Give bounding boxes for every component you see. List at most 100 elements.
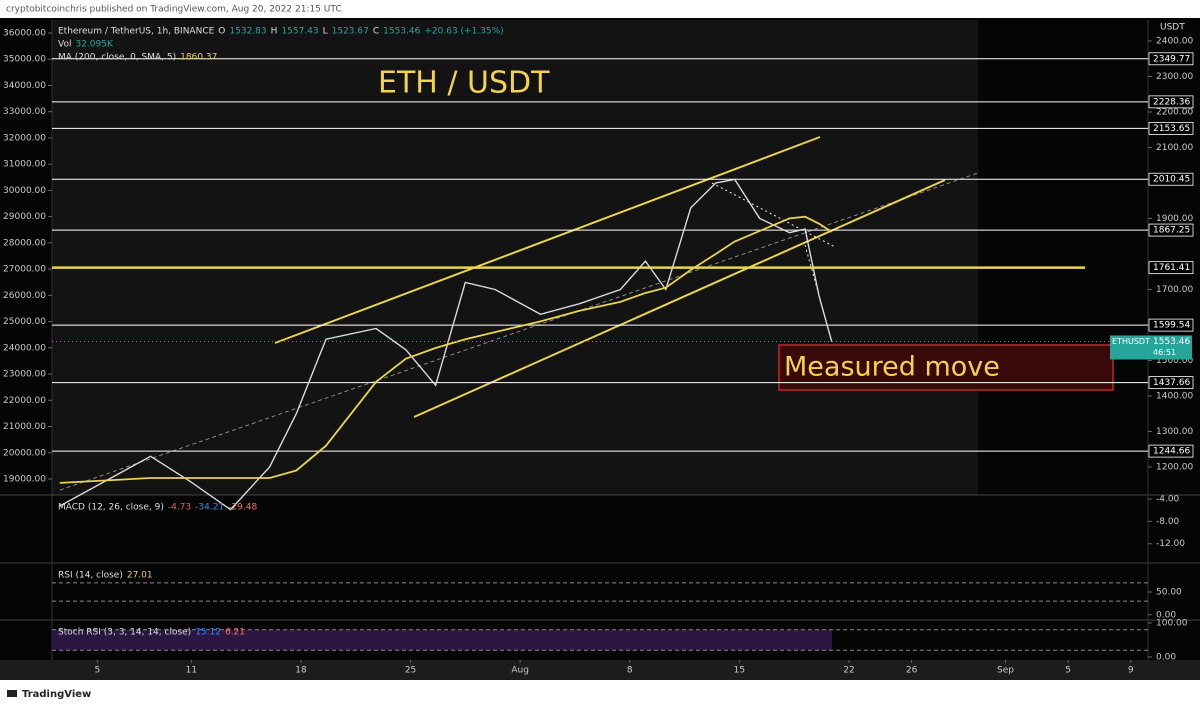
y-tick-label: 1700.00 <box>1156 285 1193 295</box>
x-tick-label: 22 <box>843 666 854 676</box>
level-label-box <box>1148 122 1194 135</box>
level-label: 2349.77 <box>1153 54 1190 64</box>
price-line <box>59 178 833 511</box>
y-tick-label: 2400.00 <box>1156 36 1193 46</box>
main-pane <box>52 20 978 495</box>
level-label: 2010.45 <box>1153 175 1190 185</box>
y2-tick-label: 27000.00 <box>3 265 46 275</box>
x-tick-label: 18 <box>295 666 307 676</box>
indicator-tick-label: -12.00 <box>1156 539 1185 549</box>
indicator-tick-label: 50.00 <box>1156 588 1182 598</box>
brand-logo <box>7 690 17 697</box>
y2-tick-label: 35000.00 <box>3 55 46 65</box>
level-label-box <box>1148 172 1194 186</box>
y2-tick-label: 26000.00 <box>3 291 46 301</box>
y2-tick-label: 30000.00 <box>3 186 46 196</box>
y-tick-label: 1500.00 <box>1156 356 1193 366</box>
x-tick-label: 9 <box>1128 666 1134 676</box>
band-fill <box>52 629 832 651</box>
y-tick-label: 2100.00 <box>1156 143 1193 153</box>
chart-title: ETH / USDT <box>378 66 550 101</box>
y-tick-label: 2200.00 <box>1156 107 1193 117</box>
volume-label: Vol <box>58 40 71 50</box>
change: +20.63 (+1.35%) <box>424 27 503 37</box>
y2-tick-label: 31000.00 <box>3 160 46 170</box>
level-label-box <box>1148 318 1194 332</box>
last-price-name: ETHUSDT <box>1112 337 1150 346</box>
legend-symbol: Ethereum / TetherUS, 1h, BINANCE <box>58 27 215 37</box>
level-label: 1437.66 <box>1153 378 1190 388</box>
indicator-tick-label: 100.00 <box>1156 618 1188 628</box>
level-label-box <box>1148 444 1194 458</box>
time-axis-bar <box>0 660 1200 680</box>
ohlc-label: C <box>373 27 379 37</box>
level-label-box <box>1148 376 1194 389</box>
indicator-tick-label: 0.00 <box>1156 653 1176 663</box>
x-tick-label: 15 <box>734 666 745 676</box>
ohlc-value: 1557.43 <box>281 27 318 37</box>
x-tick-label: 5 <box>95 666 101 676</box>
header-bar <box>0 0 1200 18</box>
y2-tick-label: 34000.00 <box>3 81 46 91</box>
x-tick-label: 26 <box>906 666 918 676</box>
indicator-name: MACD (12, 26, close, 9) <box>58 503 164 513</box>
publisher: cryptobitcoinchris published on TradingV… <box>6 5 342 15</box>
legend-ma: MA (200, close, 0, SMA, 5) <box>58 53 176 63</box>
level-label: 2228.36 <box>1153 97 1190 107</box>
ohlc-label: O <box>218 27 225 37</box>
level-label-box <box>1148 223 1194 237</box>
indicator-reading: -29.48 <box>228 503 257 513</box>
indicator-name: RSI (14, close) <box>58 571 123 581</box>
indicator-reading: -34.21 <box>195 503 224 513</box>
y-tick-label: 1400.00 <box>1156 391 1193 401</box>
ma-value: 1860.37 <box>180 53 217 63</box>
level-label: 1599.54 <box>1153 321 1190 331</box>
trend-line <box>59 172 979 491</box>
x-tick-label: Sep <box>997 666 1014 676</box>
level-label-box <box>1148 52 1194 66</box>
indicator-tick-label: 0.00 <box>1156 610 1176 620</box>
indicator-reading: 27.01 <box>127 571 153 581</box>
level-label-box <box>1148 95 1194 109</box>
ohlc-value: 1532.83 <box>229 27 266 37</box>
x-tick-label: Aug <box>511 666 529 676</box>
y2-tick-label: 24000.00 <box>3 343 46 353</box>
y2-tick-label: 36000.00 <box>3 28 46 38</box>
ma-line <box>59 215 833 484</box>
x-tick-label: 5 <box>1065 666 1071 676</box>
level-label: 1761.41 <box>1153 263 1190 273</box>
y2-tick-label: 22000.00 <box>3 396 46 406</box>
indicator-name: Stoch RSI (3, 3, 14, 14, close) <box>58 628 191 638</box>
ohlc-label: H <box>271 27 278 37</box>
y2-tick-label: 29000.00 <box>3 212 46 222</box>
indicator-reading: 6.21 <box>225 628 245 638</box>
level-label-box <box>1148 261 1194 275</box>
indicator-tick-label: -4.00 <box>1156 495 1180 505</box>
y2-tick-label: 19000.00 <box>3 474 46 484</box>
y-tick-label: 1900.00 <box>1156 214 1193 224</box>
footer-bar <box>0 680 1200 707</box>
y-tick-label: 2300.00 <box>1156 72 1193 82</box>
y2-tick-label: 23000.00 <box>3 370 46 380</box>
y-tick-label: 1300.00 <box>1156 427 1193 437</box>
y2-tick-label: 20000.00 <box>3 448 46 458</box>
dotted-line <box>711 182 836 248</box>
ohlc-value: 1553.46 <box>383 27 420 37</box>
currency: USDT <box>1160 23 1185 33</box>
indicator-reading: -4.73 <box>168 503 191 513</box>
last-price-box <box>1110 335 1192 360</box>
countdown: 46:51 <box>1153 348 1176 357</box>
y2-tick-label: 32000.00 <box>3 133 46 143</box>
annotation: Measured move <box>784 352 1000 383</box>
y2-tick-label: 25000.00 <box>3 317 46 327</box>
y2-tick-label: 21000.00 <box>3 422 46 432</box>
y2-tick-label: 28000.00 <box>3 238 46 248</box>
level-label: 1244.66 <box>1153 447 1190 457</box>
ohlc-label: L <box>323 27 328 37</box>
indicator-reading: 15.12 <box>195 628 221 638</box>
ohlc-value: 1523.67 <box>332 27 369 37</box>
indicator-tick-label: -8.00 <box>1156 517 1180 527</box>
last-price-value: 1553.46 <box>1153 337 1190 347</box>
x-tick-label: 11 <box>186 666 197 676</box>
